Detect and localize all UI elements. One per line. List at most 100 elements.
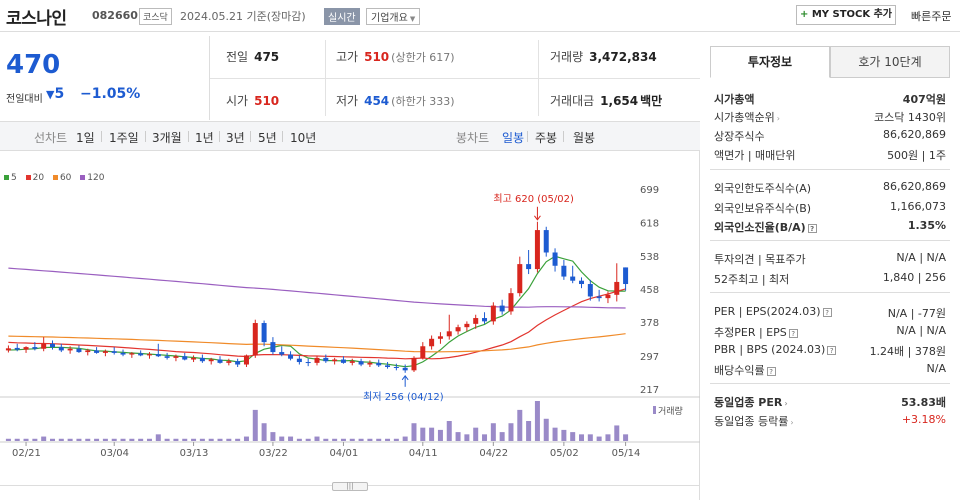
ma120-legend: 120 xyxy=(80,173,104,183)
price-chart[interactable]: 5 20 60 120 699 618 538 458 378 297 217 02/21 03… xyxy=(0,151,700,500)
foreign-limit-value: 86,620,869 xyxy=(883,180,946,193)
candle-daily[interactable]: 일봉 xyxy=(502,131,525,145)
volume-bar xyxy=(605,434,611,441)
period-5y[interactable]: 5년 xyxy=(258,131,277,145)
period-1w[interactable]: 1주일 xyxy=(109,131,139,145)
volume-bar xyxy=(226,438,232,441)
volume-bar xyxy=(305,438,311,441)
market-badge: 코스닥 xyxy=(139,8,172,25)
est-per-value: N/A | N/A xyxy=(896,324,946,337)
x-tick-label: 02/21 xyxy=(12,448,41,459)
candle-weekly[interactable]: 주봉 xyxy=(535,131,558,145)
period-3m[interactable]: 3개월 xyxy=(152,131,182,145)
candle-body xyxy=(14,347,20,350)
open-value: 510 xyxy=(254,94,280,108)
line-chart-label: 선차트 xyxy=(34,131,68,145)
open-label: 시가 xyxy=(226,94,249,108)
separator xyxy=(101,131,102,142)
down-triangle-icon: ▼ xyxy=(46,88,55,101)
help-icon[interactable]: ? xyxy=(766,366,776,376)
stock-code: 082660 xyxy=(92,9,138,22)
volume-bar xyxy=(67,438,73,441)
max-arrow-head xyxy=(534,215,541,221)
volume-bar xyxy=(252,409,258,441)
chart-scroll-handle[interactable]: ||| xyxy=(332,482,368,491)
volume-bar xyxy=(14,438,20,441)
candle-body xyxy=(146,354,152,356)
candle-body xyxy=(543,230,549,253)
volume-bar xyxy=(217,438,223,441)
x-tick-label: 05/14 xyxy=(612,448,641,459)
volume-bar xyxy=(138,438,144,441)
volume-bar xyxy=(5,438,11,441)
candle-body xyxy=(411,357,417,371)
candle-body xyxy=(508,293,514,312)
ma5-line xyxy=(8,255,626,368)
candle-body xyxy=(429,338,435,347)
foreign-ratio-label: 외국인소진율(B/A) xyxy=(714,221,806,234)
candle-body xyxy=(217,359,223,363)
volume-label: 거래량 xyxy=(550,50,584,64)
candle-body xyxy=(332,359,338,362)
help-icon[interactable]: ? xyxy=(807,223,817,233)
candle-monthly[interactable]: 월봉 xyxy=(573,131,596,145)
candle-body xyxy=(32,347,38,349)
candle-body xyxy=(340,359,346,363)
candle-body xyxy=(358,361,364,365)
candle-body xyxy=(208,359,214,362)
dividend-row: 배당수익률? N/A xyxy=(714,362,946,378)
candle-body xyxy=(561,265,567,277)
volume-bar xyxy=(199,438,205,441)
candle-body xyxy=(552,252,558,266)
help-icon[interactable]: ? xyxy=(788,328,798,338)
company-overview-dropdown[interactable]: 기업개요 ▼ xyxy=(366,8,421,25)
open-price: 시가 510 xyxy=(226,92,279,109)
investment-panel: 투자정보 호가 10단계 시가총액 407억원 시가총액순위 › 코스닥 1430위 … xyxy=(700,36,960,500)
add-my-stock-button[interactable]: + MY STOCK 추가 xyxy=(796,5,896,25)
volume-bar xyxy=(76,438,82,441)
max-price-annotation: 최고 620 (05/02) xyxy=(493,193,574,205)
x-tick-label: 03/22 xyxy=(259,448,288,459)
volume-bar xyxy=(58,438,64,441)
candle-body xyxy=(446,331,452,337)
low-price: 저가 454 (하한가 333) xyxy=(336,92,455,109)
volume-bar xyxy=(288,436,294,441)
volume-bar xyxy=(561,429,567,441)
tab-investment-info[interactable]: 투자정보 xyxy=(710,46,830,78)
candle-body xyxy=(570,276,576,281)
period-3y[interactable]: 3년 xyxy=(226,131,245,145)
help-icon[interactable]: ? xyxy=(822,307,832,317)
divider xyxy=(710,383,950,384)
volume-bar xyxy=(385,438,391,441)
candle-body xyxy=(173,356,179,358)
separator xyxy=(188,131,189,142)
prev-close-label: 전일 xyxy=(226,50,249,64)
volume-bar xyxy=(235,438,241,441)
plus-icon: + xyxy=(799,9,812,20)
quick-order-link[interactable]: 빠른주문 xyxy=(911,10,952,23)
divider xyxy=(710,169,950,170)
realtime-button[interactable]: 실시간 xyxy=(324,8,360,25)
candle-body xyxy=(614,281,620,295)
per-label: PER | EPS(2024.03) xyxy=(714,305,821,318)
help-icon[interactable]: ? xyxy=(827,345,837,355)
period-1y[interactable]: 1년 xyxy=(195,131,214,145)
candle-body xyxy=(243,355,249,365)
sector-per-row: 동일업종 PER › 53.83배 xyxy=(714,394,946,410)
volume-bar xyxy=(164,438,170,441)
candle-body xyxy=(138,353,144,356)
amount-value: 1,654 xyxy=(600,94,639,108)
period-1d[interactable]: 1일 xyxy=(76,131,95,145)
ma5-label: 5 xyxy=(11,173,17,183)
period-10y[interactable]: 10년 xyxy=(290,131,317,145)
volume-bar xyxy=(508,423,514,441)
volume-bar xyxy=(120,438,126,441)
candle-body xyxy=(314,357,320,363)
amount-label: 거래대금 xyxy=(550,94,595,108)
listed-shares-label: 상장주식수 xyxy=(714,130,765,143)
tab-orderbook[interactable]: 호가 10단계 xyxy=(830,46,950,78)
candle-body xyxy=(305,362,311,364)
volume-bar xyxy=(314,436,320,441)
market-cap-rank-value: 코스닥 1430위 xyxy=(874,111,946,124)
market-cap-rank-row: 시가총액순위 › 코스닥 1430위 xyxy=(714,109,946,125)
